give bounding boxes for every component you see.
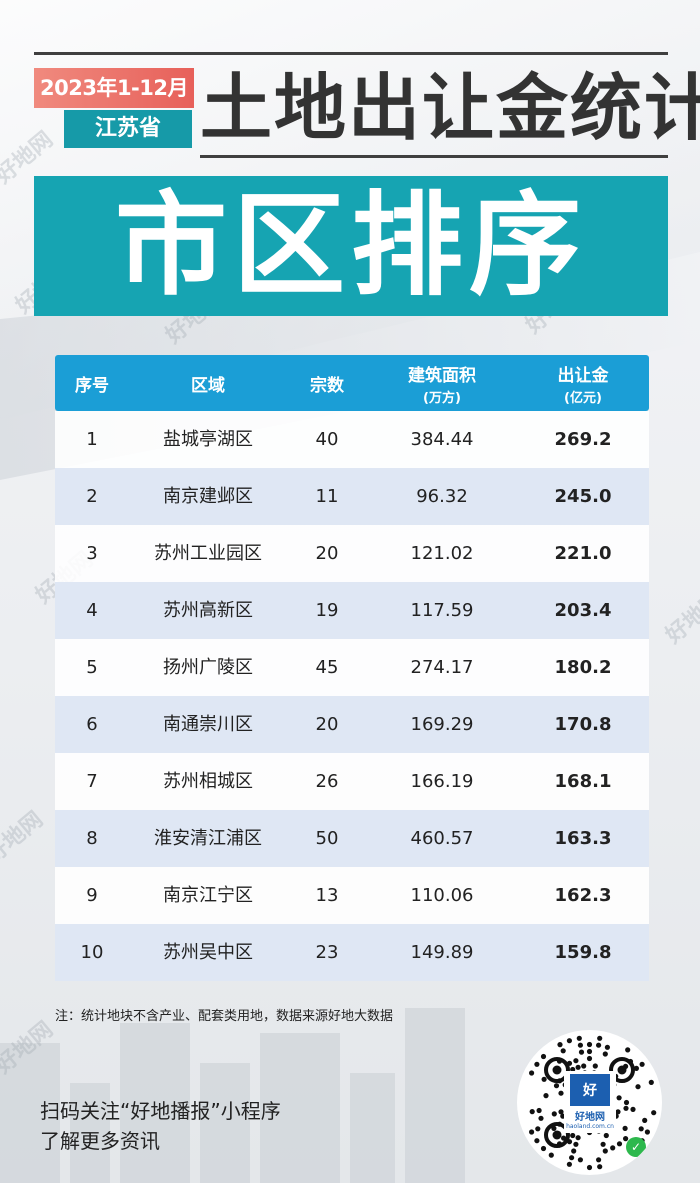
area-cell: 169.29 [410,714,474,735]
district-cell: 扬州广陵区 [163,657,253,678]
district-cell: 南京建邺区 [163,486,253,507]
qr-center-logo: 好 好地网 haoland.com.cn [564,1071,616,1133]
district-cell: 苏州吴中区 [163,942,253,963]
revenue-cell: 269.2 [554,429,612,450]
table-row: 7 苏州相城区 26 166.19 168.1 [55,753,649,810]
district-cell: 苏州高新区 [163,600,253,621]
table-row: 2 南京建邺区 11 96.32 245.0 [55,468,649,525]
revenue-cell: 168.1 [554,771,612,792]
rank-cell: 8 [86,828,98,849]
rank-cell: 3 [86,543,98,564]
count-cell: 13 [315,885,339,906]
footnote: 注：统计地块不含产业、配套类用地，数据来源好地大数据 [55,1009,394,1024]
area-cell: 117.59 [410,600,474,621]
ranking-table: 序号 区域 宗数 建筑面积 (万方) 出让金 (亿元) 1 盐城亭湖区 40 384.44… [55,355,649,981]
table-row: 3 苏州工业园区 20 121.02 221.0 [55,525,649,582]
revenue-cell: 221.0 [554,543,612,564]
revenue-cell: 203.4 [554,600,612,621]
rank-cell: 5 [86,657,98,678]
follow-prompt: 扫码关注“好地播报”小程序 [40,1099,281,1123]
rank-cell: 4 [86,600,98,621]
top-rule [34,52,668,55]
area-cell: 149.89 [410,942,474,963]
rank-cell: 7 [86,771,98,792]
area-cell: 384.44 [410,429,474,450]
count-cell: 20 [315,714,339,735]
area-cell: 274.17 [410,657,474,678]
revenue-cell: 162.3 [554,885,612,906]
rank-cell: 2 [86,486,98,507]
rank-cell: 6 [86,714,98,735]
area-cell: 121.02 [410,543,474,564]
page-title: 土地出让金统计 [200,66,700,150]
banner-title: 市区排序 [115,181,587,311]
column-header-district: 区域 [191,375,225,396]
count-cell: 19 [315,600,339,621]
revenue-cell: 170.8 [554,714,612,735]
column-header-revenue: 出让金 (亿元) [557,365,609,406]
district-cell: 苏州相城区 [163,771,253,792]
revenue-cell: 245.0 [554,486,612,507]
count-cell: 45 [315,657,339,678]
watermark: 好地网 [0,807,48,869]
area-cell: 460.57 [410,828,474,849]
revenue-cell: 163.3 [554,828,612,849]
brand-name: 好地网 [575,1112,605,1123]
area-cell: 166.19 [410,771,474,792]
date-range-badge: 2023年1-12月 [34,68,194,108]
column-header-rank: 序号 [75,375,109,396]
count-cell: 11 [315,486,339,507]
count-cell: 26 [315,771,339,792]
column-header-area: 建筑面积 (万方) [408,365,476,406]
table-row: 8 淮安清江浦区 50 460.57 163.3 [55,810,649,867]
district-cell: 淮安清江浦区 [154,828,262,849]
rank-cell: 1 [86,429,98,450]
brand-logo-icon: 好 [570,1074,610,1106]
table-row: 5 扬州广陵区 45 274.17 180.2 [55,639,649,696]
district-cell: 苏州工业园区 [154,543,262,564]
count-cell: 50 [315,828,339,849]
district-cell: 南通崇川区 [163,714,253,735]
rank-cell: 9 [86,885,98,906]
table-row: 1 盐城亭湖区 40 384.44 269.2 [55,411,649,468]
qr-code[interactable]: 好 好地网 haoland.com.cn ✓ [517,1030,662,1175]
watermark: 好地网 [661,587,700,649]
follow-subprompt: 了解更多资讯 [40,1129,160,1153]
table-row: 9 南京江宁区 13 110.06 162.3 [55,867,649,924]
area-cell: 96.32 [416,486,468,507]
table-row: 6 南通崇川区 20 169.29 170.8 [55,696,649,753]
district-cell: 南京江宁区 [163,885,253,906]
table-row: 4 苏州高新区 19 117.59 203.4 [55,582,649,639]
mini-program-icon: ✓ [626,1137,646,1157]
table-header: 序号 区域 宗数 建筑面积 (万方) 出让金 (亿元) [55,355,649,411]
table-row: 10 苏州吴中区 23 149.89 159.8 [55,924,649,981]
area-cell: 110.06 [410,885,474,906]
ranking-banner: 市区排序 [34,176,668,316]
qr-pattern [529,1035,657,1171]
title-rule [200,155,668,158]
column-header-count: 宗数 [310,375,344,396]
city-skyline [0,1003,700,1183]
count-cell: 23 [315,942,339,963]
revenue-cell: 159.8 [554,942,612,963]
count-cell: 20 [315,543,339,564]
count-cell: 40 [315,429,339,450]
revenue-cell: 180.2 [554,657,612,678]
brand-url: haoland.com.cn [566,1123,614,1130]
table-body: 1 盐城亭湖区 40 384.44 269.2 2 南京建邺区 11 96.32 245.0 3 苏州… [55,411,649,981]
rank-cell: 10 [80,942,104,963]
province-badge: 江苏省 [64,110,192,148]
district-cell: 盐城亭湖区 [163,429,253,450]
